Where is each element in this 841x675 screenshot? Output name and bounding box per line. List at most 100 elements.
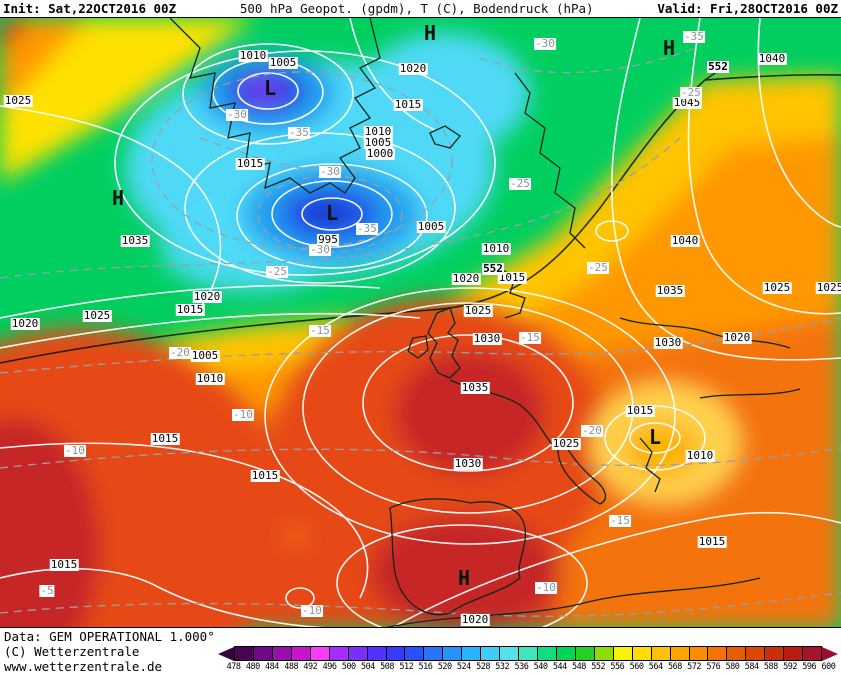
colorbar-tick-label: 564 [648,662,663,672]
temperature-label: -20 [169,346,191,359]
colorbar-tick-label: 516 [418,662,433,672]
colorbar-cell [290,647,310,660]
colorbar-cell [688,647,708,660]
pressure-center-letter: H [423,21,437,45]
colorbar-tick-label: 500 [341,662,356,672]
temperature-label: -30 [534,37,556,50]
pressure-label: 1015 [697,535,727,548]
pressure-label: 1025 [82,309,112,322]
pressure-label: 995 [317,233,339,246]
colorbar-tick-label: 560 [629,662,644,672]
pressure-label: 1010 [363,125,393,138]
colorbar-cell [328,647,348,660]
colorbar-cell [612,647,632,660]
isobar-lines [0,18,841,627]
colorbar-right-arrow [822,646,838,661]
colorbar-cell [442,647,462,660]
pressure-label: 1035 [655,284,685,297]
colorbar-tick-label: 536 [514,662,529,672]
colorbar-tick-label: 600 [821,662,836,672]
colorbar-cell [347,647,367,660]
colorbar-tick-label: 588 [763,662,778,672]
pressure-label: 1015 [393,98,423,111]
pressure-label: 1005 [268,56,298,69]
colorbar-cell [726,647,746,660]
pressure-center-letter: H [662,36,676,60]
colorbar-cell [385,647,405,660]
pressure-label: 1020 [10,317,40,330]
colorbar-cell [404,647,424,660]
colorbar-tick-label: 568 [667,662,682,672]
pressure-center-letter: L [263,76,277,100]
colorbar-labels: 478 480 484 488 492 496 500 504 508 512 516 520 524 5… [224,662,838,672]
website-text: www.wetterzentrale.de [4,659,163,674]
colorbar-tick-label: 488 [284,662,299,672]
pressure-center-letter: L [325,201,339,225]
colorbar-cell [745,647,765,660]
init-time: Init: Sat,22OCT2016 00Z [3,1,177,16]
map: 1010 1005 1015 1020 1015 1010 1005 1000 995 1005 1… [0,17,841,628]
temperature-label: -25 [587,261,609,274]
colorbar-tick-label: 478 [226,662,241,672]
colorbar-tick-label: 540 [533,662,548,672]
colorbar-tick-label: 508 [380,662,395,672]
temperature-label: -35 [683,30,705,43]
colorbar-cells [234,646,822,661]
pressure-label: 1030 [653,336,683,349]
colorbar-tick-label: 524 [456,662,471,672]
colorbar-cell [669,647,689,660]
pressure-label: 1035 [460,381,490,394]
colorbar-cell [366,647,386,660]
colorbar-tick-label: 492 [303,662,318,672]
valid-time: Valid: Fri,28OCT2016 00Z [657,1,838,16]
colorbar-cell [593,647,613,660]
colorbar-cell [802,647,822,660]
colorbar-cell [650,647,670,660]
colorbar-cell [271,647,291,660]
pressure-label: 1030 [472,332,502,345]
pressure-center-letter: H [457,566,471,590]
pressure-label: 1020 [398,62,428,75]
copyright-text: (C) Wetterzentrale [4,644,140,659]
pressure-center-letter: L [648,425,662,449]
pressure-label: 1015 [625,404,655,417]
pressure-label: 1020 [722,331,752,344]
pressure-label: 1020 [192,290,222,303]
pressure-label: 1025 [3,94,33,107]
temperature-label: -10 [535,581,557,594]
temperature-label: -35 [288,126,310,139]
coastlines [169,18,801,627]
colorbar-tick-label: 520 [437,662,452,672]
pressure-label: 1035 [120,234,150,247]
pressure-label: 1015 [497,271,527,284]
colorbar-cell [555,647,575,660]
colorbar-tick-label: 512 [399,662,414,672]
pressure-label: 1040 [757,52,787,65]
pressure-label: 1020 [460,613,490,626]
footer-bar: Data: GEM OPERATIONAL 1.000° (C) Wetterz… [0,628,841,675]
pressure-label: 1005 [416,220,446,233]
temperature-label: -35 [356,222,378,235]
pressure-label: 1010 [481,242,511,255]
temperature-label: -15 [609,514,631,527]
colorbar-tick-label: 544 [552,662,567,672]
temperature-label: -5 [39,584,55,597]
colorbar-cell [309,647,329,660]
pressure-label: 1005 [363,136,393,149]
geopotential-label: 552 [482,262,504,275]
temperature-label: -30 [226,108,248,121]
temperature-label: -10 [301,604,323,617]
pressure-label: 1030 [453,457,483,470]
pressure-label: 1010 [238,49,268,62]
geopotential-552-contour [0,65,841,364]
temperature-label: -15 [309,324,331,337]
temperature-label: -25 [509,177,531,190]
colorbar-cell [783,647,803,660]
colorbar-cell [461,647,481,660]
colorbar-cell [537,647,556,660]
pressure-label: 1015 [49,558,79,571]
temperature-label: -20 [581,424,603,437]
pressure-label: 1000 [365,147,395,160]
pressure-label: 1010 [195,372,225,385]
pressure-label: 1015 [150,432,180,445]
